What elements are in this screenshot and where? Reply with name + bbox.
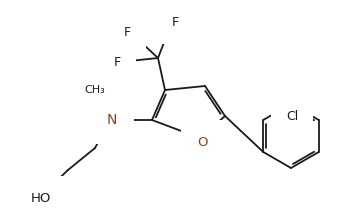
Text: N: N — [107, 113, 117, 127]
Text: Cl: Cl — [286, 110, 298, 123]
Text: F: F — [171, 15, 178, 28]
Text: CH₃: CH₃ — [84, 85, 105, 95]
Text: F: F — [114, 56, 121, 69]
Text: F: F — [123, 26, 130, 38]
Text: HO: HO — [31, 191, 51, 204]
Text: O: O — [197, 135, 207, 148]
